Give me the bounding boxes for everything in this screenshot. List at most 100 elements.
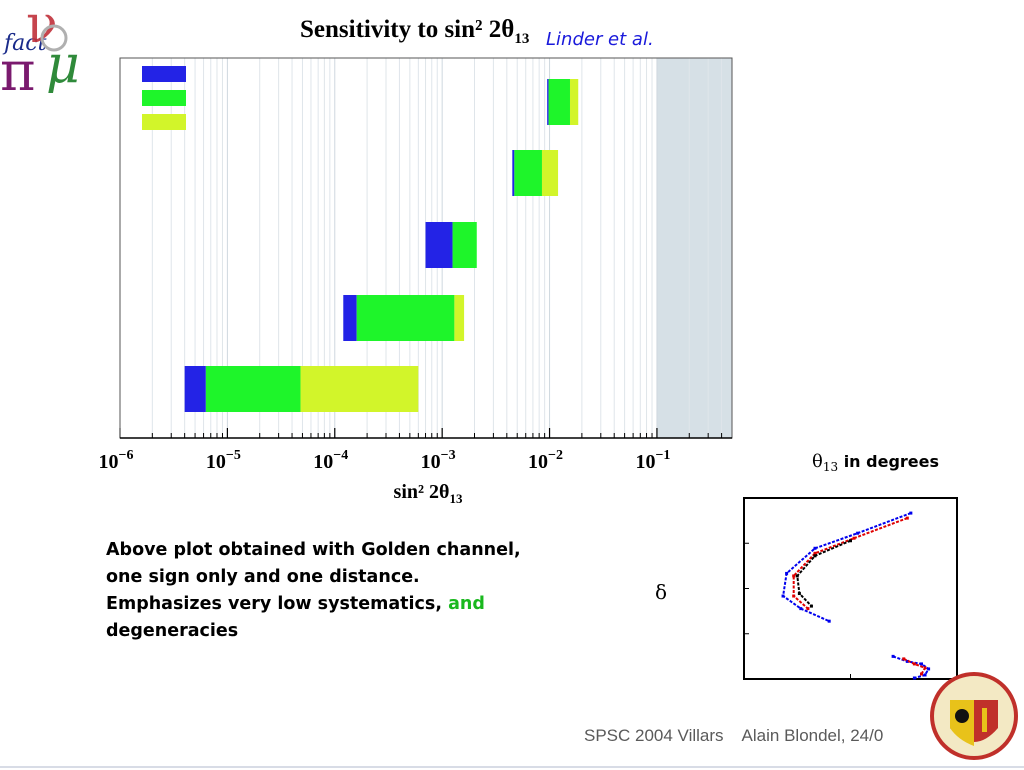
x-tick-exponent: −1 bbox=[655, 448, 670, 463]
correlation-segment bbox=[452, 222, 477, 268]
x-tick-label: 10−5 bbox=[206, 448, 241, 473]
degeneracy-segment bbox=[454, 295, 465, 341]
x-axis-label-subscript: 13 bbox=[449, 491, 463, 506]
inset-point bbox=[927, 667, 931, 671]
inset-point bbox=[902, 657, 906, 661]
footer-rule bbox=[0, 766, 1024, 768]
logo-pi-glyph: π bbox=[2, 40, 36, 94]
inset-point bbox=[920, 672, 923, 676]
inset-x-axis-label: θ13 in degrees bbox=[812, 451, 939, 474]
x-tick-exponent: −6 bbox=[119, 448, 134, 463]
degeneracy-segment bbox=[541, 150, 559, 196]
systematic-segment bbox=[425, 222, 453, 268]
x-tick-exponent: −5 bbox=[226, 448, 241, 463]
inset-point bbox=[781, 594, 785, 598]
note-line-3-text: Emphasizes very low systematics, bbox=[106, 594, 449, 614]
x-tick-exponent: −4 bbox=[333, 448, 348, 463]
inset-point bbox=[785, 571, 789, 575]
inset-contour bbox=[792, 517, 908, 610]
inset-point bbox=[920, 662, 923, 666]
x-tick-base: 10 bbox=[635, 451, 655, 473]
geneva-seal bbox=[928, 670, 1018, 766]
correlation-segment bbox=[205, 366, 301, 412]
correlation-segment bbox=[514, 150, 542, 196]
inset-point bbox=[923, 673, 927, 677]
seal-key bbox=[982, 708, 987, 732]
inset-contour bbox=[892, 655, 930, 679]
x-tick-label: 10−6 bbox=[99, 448, 134, 473]
x-tick-base: 10 bbox=[99, 451, 119, 473]
inset-point bbox=[891, 654, 895, 658]
degeneracy-segment bbox=[300, 366, 419, 412]
inset-x-label-symbol: θ bbox=[812, 451, 823, 472]
degeneracy-segment bbox=[569, 79, 579, 125]
inset-point bbox=[912, 676, 916, 680]
inset-point bbox=[795, 574, 799, 578]
systematic-segment bbox=[547, 79, 549, 125]
delta-theta-inset-plot bbox=[743, 497, 958, 680]
x-tick-label: 10−3 bbox=[421, 448, 456, 473]
inset-point bbox=[905, 516, 909, 520]
chart-title-text: Sensitivity to sin² 2θ bbox=[300, 16, 515, 43]
nufact-logo: fact π ν μ bbox=[0, 0, 102, 103]
x-tick-label: 10−1 bbox=[635, 448, 670, 473]
inset-point bbox=[852, 536, 856, 540]
legend-swatch bbox=[142, 90, 186, 106]
citation: Linder et al. bbox=[546, 29, 654, 50]
x-tick-label: 10−2 bbox=[528, 448, 563, 473]
inset-contour bbox=[903, 657, 927, 675]
chart-title-subscript: 13 bbox=[514, 31, 530, 47]
x-tick-base: 10 bbox=[421, 451, 441, 473]
logo-fact-text: fact bbox=[2, 31, 47, 56]
inset-point bbox=[909, 511, 913, 515]
correlation-segment bbox=[548, 79, 570, 125]
nufact-logo-graphic: fact π ν μ bbox=[0, 0, 80, 103]
note-line-4: degeneracies bbox=[106, 621, 239, 641]
inset-point bbox=[792, 574, 796, 578]
inset-point bbox=[923, 666, 927, 670]
x-axis-label: sin² 2θ13 bbox=[394, 481, 463, 506]
inset-point bbox=[813, 546, 817, 550]
systematic-segment bbox=[184, 366, 206, 412]
inset-point bbox=[809, 604, 813, 608]
chart-title: Sensitivity to sin² 2θ13 bbox=[300, 16, 529, 48]
inset-point bbox=[912, 662, 916, 666]
x-tick-base: 10 bbox=[206, 451, 226, 473]
inset-x-label-suffix: in degrees bbox=[838, 452, 940, 471]
explanatory-note: Above plot obtained with Golden channel,… bbox=[106, 537, 576, 645]
inset-frame bbox=[743, 497, 958, 680]
inset-y-axis-label: δ bbox=[655, 580, 668, 604]
legend-swatch bbox=[142, 114, 186, 130]
inset-x-label-subscript: 13 bbox=[822, 460, 839, 475]
geneva-seal-graphic bbox=[930, 672, 1018, 760]
note-line-3: Emphasizes very low systematics, and bbox=[106, 591, 576, 618]
x-tick-label: 10−4 bbox=[313, 448, 348, 473]
inset-point bbox=[792, 594, 796, 598]
footer-event: SPSC 2004 Villars bbox=[584, 726, 724, 745]
inset-point bbox=[827, 619, 831, 623]
note-highlight: and bbox=[448, 594, 485, 614]
inset-point bbox=[813, 551, 817, 555]
inset-point bbox=[799, 607, 803, 611]
note-line-2: one sign only and one distance. bbox=[106, 567, 420, 587]
x-tick-base: 10 bbox=[313, 451, 333, 473]
inset-point bbox=[905, 659, 909, 663]
legend-swatch bbox=[142, 66, 186, 82]
x-tick-exponent: −3 bbox=[441, 448, 456, 463]
inset-point bbox=[797, 592, 801, 596]
systematic-segment bbox=[512, 150, 515, 196]
inset-point bbox=[856, 531, 860, 535]
x-tick-base: 10 bbox=[528, 451, 548, 473]
footer-author: Alain Blondel, 24/0 bbox=[741, 726, 884, 745]
excluded-region bbox=[656, 58, 732, 438]
x-tick-exponent: −2 bbox=[548, 448, 563, 463]
logo-ring bbox=[40, 24, 68, 52]
inset-point bbox=[806, 607, 810, 611]
correlation-segment bbox=[356, 295, 455, 341]
inset-point bbox=[849, 539, 852, 543]
footer: SPSC 2004 Villars Alain Blondel, 24/0 bbox=[584, 726, 883, 746]
inset-point bbox=[813, 554, 817, 558]
seal-eagle bbox=[955, 709, 969, 723]
note-line-1: Above plot obtained with Golden channel, bbox=[106, 540, 521, 560]
